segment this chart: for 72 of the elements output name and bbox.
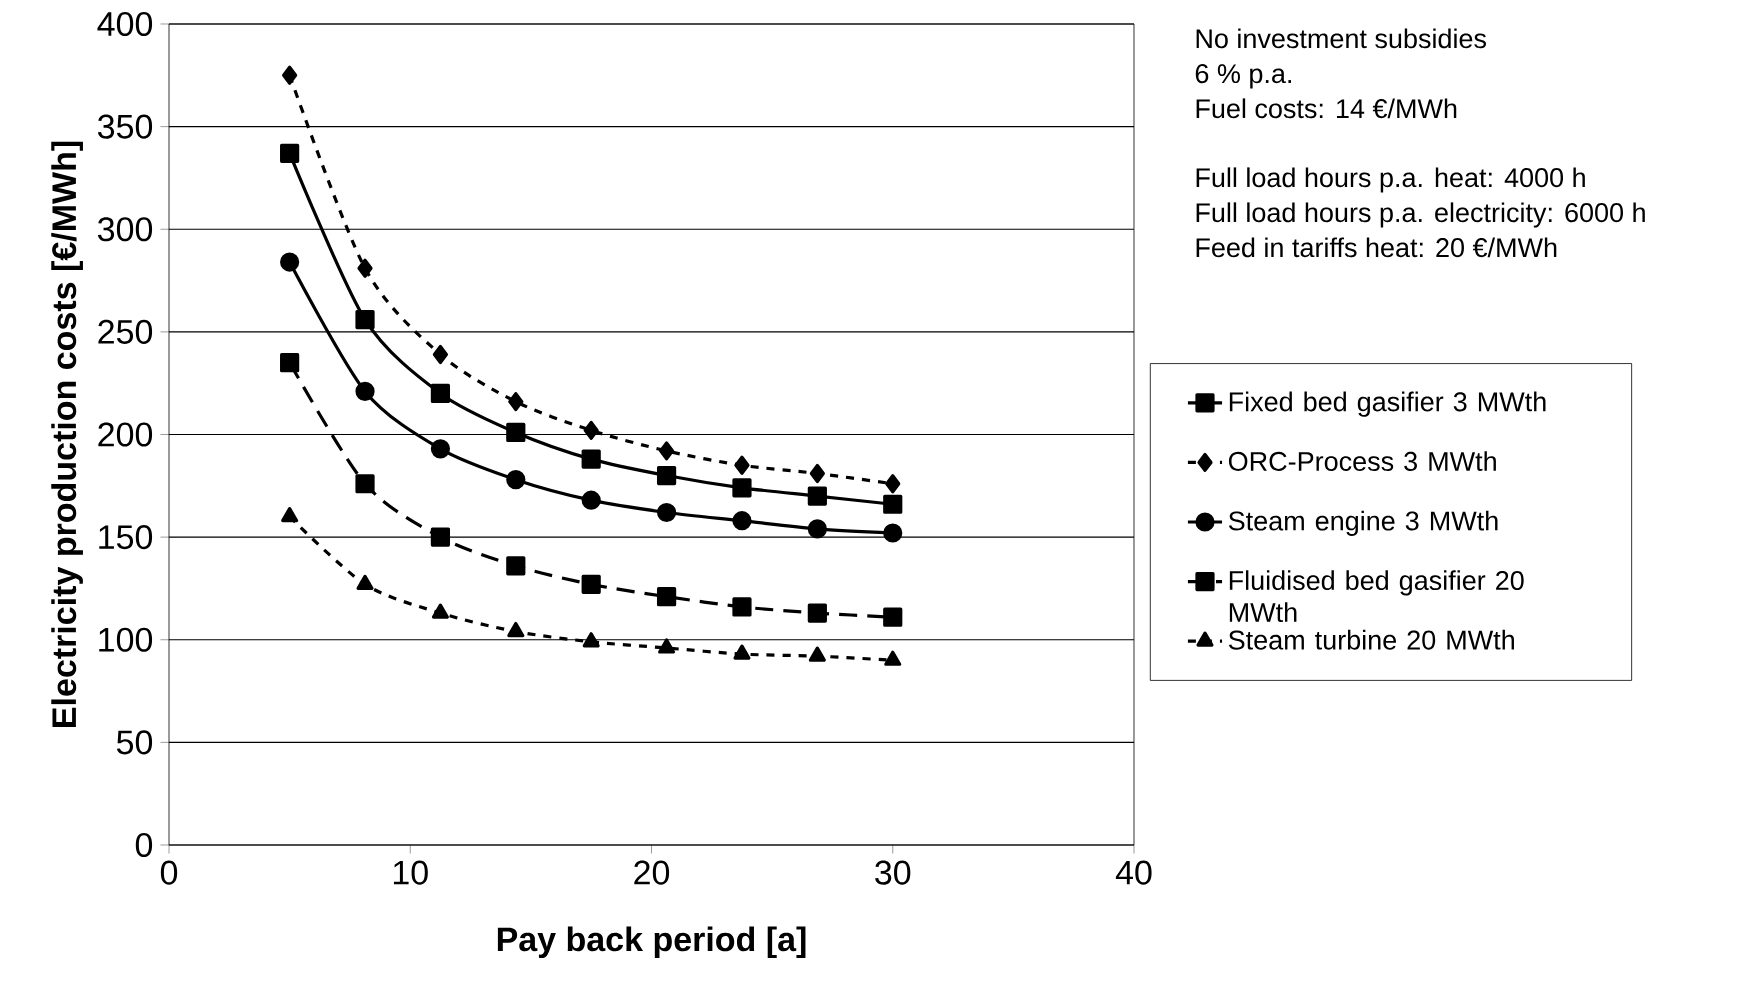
point [506, 422, 526, 443]
text: No investment subsidies [1196, 28, 1486, 49]
y-tick-label: 200 [98, 422, 153, 447]
point [430, 383, 451, 404]
point [355, 381, 375, 401]
point [282, 65, 298, 85]
point [734, 455, 750, 475]
x-tick-label: 30 [875, 860, 911, 885]
point [807, 603, 827, 623]
point [280, 353, 300, 373]
point [280, 143, 300, 163]
point [883, 607, 903, 627]
legend-label: Fluidised bed gasifier 20 MWth [1229, 570, 1524, 623]
point [430, 439, 451, 459]
point [884, 650, 902, 666]
point [432, 344, 449, 365]
y-axis-title: Electricity production costs [€/MWh] [51, 141, 83, 727]
point [656, 465, 677, 486]
point [883, 494, 903, 514]
text: 6 % p.a. [1195, 64, 1291, 89]
y-tick-label: 100 [99, 627, 153, 652]
point [656, 587, 677, 607]
point [885, 474, 901, 494]
text: Full load hours p.a. heat: 4000 h [1196, 167, 1585, 193]
point [809, 463, 825, 484]
y-tick-label: 300 [97, 217, 153, 242]
point [656, 502, 677, 523]
point [732, 511, 752, 531]
point [807, 519, 827, 539]
x-tick-label: 10 [393, 860, 428, 885]
text: Feed in tariffs heat: 20 €/MWh [1196, 237, 1557, 258]
point [507, 621, 525, 638]
point [883, 523, 903, 543]
point [508, 392, 524, 412]
point [733, 644, 751, 660]
legend-label: Fixed bed gasifier 3 MWth [1229, 391, 1546, 417]
text: Full load hours p.a. electricity: 6000 h [1196, 202, 1645, 228]
point [808, 646, 826, 662]
point [280, 252, 300, 272]
y-tick-label: 400 [97, 11, 153, 37]
point [658, 441, 675, 461]
point [732, 478, 752, 498]
point [658, 638, 676, 654]
x-tick-label: 0 [160, 860, 178, 885]
text: Fuel costs: 14 €/MWh [1196, 98, 1457, 119]
point [356, 574, 374, 590]
x-tick-label: 20 [634, 860, 670, 885]
point [582, 632, 600, 648]
point [281, 506, 299, 523]
point [581, 490, 601, 510]
legend-label: Steam turbine 20 MWth [1228, 629, 1514, 650]
point [506, 470, 526, 490]
point [355, 309, 375, 330]
y-tick-label: 150 [99, 525, 153, 550]
point [506, 556, 526, 576]
x-tick-label: 40 [1115, 860, 1152, 885]
point [355, 474, 375, 494]
point [732, 597, 752, 617]
y-tick-label: 50 [116, 730, 153, 755]
y-tick-label: 0 [135, 832, 153, 858]
point [583, 420, 599, 440]
y-tick-label: 250 [98, 319, 153, 344]
point [431, 603, 449, 619]
point [807, 486, 827, 506]
point [430, 527, 451, 547]
legend-label: Steam engine 3 MWth [1228, 510, 1498, 536]
legend-label: ORC-Process 3 MWth [1228, 451, 1496, 471]
point [581, 449, 601, 469]
y-tick-label: 350 [97, 114, 153, 139]
point [357, 258, 373, 278]
point [581, 574, 601, 594]
x-axis-title: Pay back period [a] [497, 926, 806, 959]
